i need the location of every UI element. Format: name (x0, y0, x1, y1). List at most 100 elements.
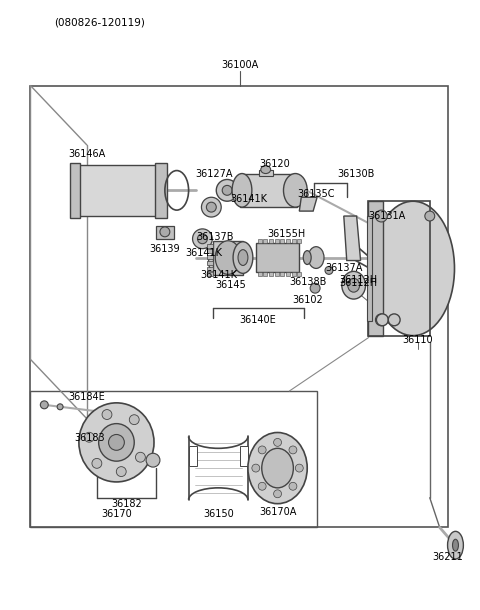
Bar (30, 85, 447, 528)
Bar (207, 255, 213, 259)
Ellipse shape (146, 453, 160, 467)
Bar (280, 239, 284, 243)
Ellipse shape (92, 459, 102, 468)
Text: 36140E: 36140E (240, 315, 276, 325)
Bar (269, 239, 273, 243)
Ellipse shape (261, 166, 271, 173)
Text: 36150: 36150 (203, 509, 234, 518)
Ellipse shape (375, 210, 387, 222)
Ellipse shape (135, 452, 145, 462)
Ellipse shape (232, 173, 252, 207)
Ellipse shape (79, 403, 154, 482)
Bar (297, 239, 301, 243)
Text: 36139: 36139 (149, 243, 180, 254)
Bar (259, 170, 273, 176)
Ellipse shape (40, 401, 48, 409)
Text: 36137B: 36137B (196, 232, 234, 242)
Ellipse shape (84, 432, 94, 442)
Ellipse shape (248, 432, 307, 504)
Ellipse shape (303, 251, 311, 265)
Text: 36141K: 36141K (186, 248, 223, 257)
Bar (264, 239, 267, 243)
Bar (213, 241, 243, 275)
Ellipse shape (342, 271, 366, 299)
Bar (286, 239, 290, 243)
Ellipse shape (274, 490, 281, 498)
Text: 36135C: 36135C (297, 189, 335, 199)
Bar (240, 447, 248, 466)
Bar (275, 273, 279, 276)
Ellipse shape (108, 434, 124, 450)
Ellipse shape (197, 234, 207, 244)
Text: 36130B: 36130B (337, 168, 374, 179)
Bar (280, 273, 284, 276)
Text: 36155H: 36155H (268, 229, 306, 239)
Ellipse shape (372, 201, 455, 336)
Text: 36138B: 36138B (289, 278, 327, 287)
Ellipse shape (289, 483, 297, 490)
Bar (292, 239, 296, 243)
Bar (292, 273, 296, 276)
Bar (275, 239, 279, 243)
Text: 36102: 36102 (292, 295, 323, 305)
Ellipse shape (238, 249, 248, 265)
Ellipse shape (252, 464, 260, 472)
Bar (269, 273, 273, 276)
Ellipse shape (116, 467, 126, 476)
Bar (74, 165, 158, 216)
Text: (080826-120119): (080826-120119) (54, 17, 145, 27)
Bar (258, 239, 262, 243)
Ellipse shape (310, 283, 320, 293)
Text: 36170A: 36170A (259, 506, 296, 517)
Bar (207, 267, 213, 271)
Bar (286, 273, 290, 276)
Bar (369, 201, 430, 336)
Bar (256, 243, 300, 273)
Ellipse shape (57, 404, 63, 410)
Ellipse shape (375, 314, 387, 326)
Text: 36137A: 36137A (325, 264, 362, 273)
Polygon shape (300, 197, 317, 211)
Text: 36170: 36170 (101, 509, 132, 518)
Ellipse shape (206, 202, 216, 212)
Bar (155, 163, 167, 218)
Bar (207, 261, 213, 265)
Ellipse shape (295, 464, 303, 472)
Ellipse shape (289, 446, 297, 454)
Ellipse shape (388, 314, 400, 326)
Text: 36182: 36182 (111, 498, 142, 509)
Text: 36112H: 36112H (339, 278, 377, 289)
Bar (189, 447, 196, 466)
Text: 36145: 36145 (216, 280, 246, 290)
Ellipse shape (233, 242, 253, 273)
Bar (30, 391, 317, 528)
Ellipse shape (99, 423, 134, 461)
Bar (369, 201, 384, 336)
Text: 36141K: 36141K (230, 194, 267, 204)
Text: 36120: 36120 (259, 159, 290, 168)
Bar (207, 273, 213, 276)
Text: 36100A: 36100A (221, 60, 259, 70)
Ellipse shape (192, 229, 212, 249)
Text: 36112H: 36112H (339, 275, 377, 285)
Ellipse shape (453, 539, 458, 551)
Bar (207, 244, 213, 248)
Ellipse shape (274, 439, 281, 447)
Text: 36127A: 36127A (195, 168, 233, 179)
Ellipse shape (308, 246, 324, 268)
Bar (264, 273, 267, 276)
Ellipse shape (202, 197, 221, 217)
Bar (258, 273, 262, 276)
Ellipse shape (325, 267, 333, 274)
Ellipse shape (425, 211, 435, 221)
Ellipse shape (348, 278, 360, 292)
Bar (207, 249, 213, 253)
Text: 36131A: 36131A (369, 211, 406, 221)
Bar (297, 273, 301, 276)
Bar (156, 226, 174, 239)
Text: 36110: 36110 (403, 335, 433, 345)
Polygon shape (344, 216, 360, 260)
Ellipse shape (376, 314, 388, 326)
Text: 36184E: 36184E (69, 392, 105, 402)
Ellipse shape (258, 483, 266, 490)
